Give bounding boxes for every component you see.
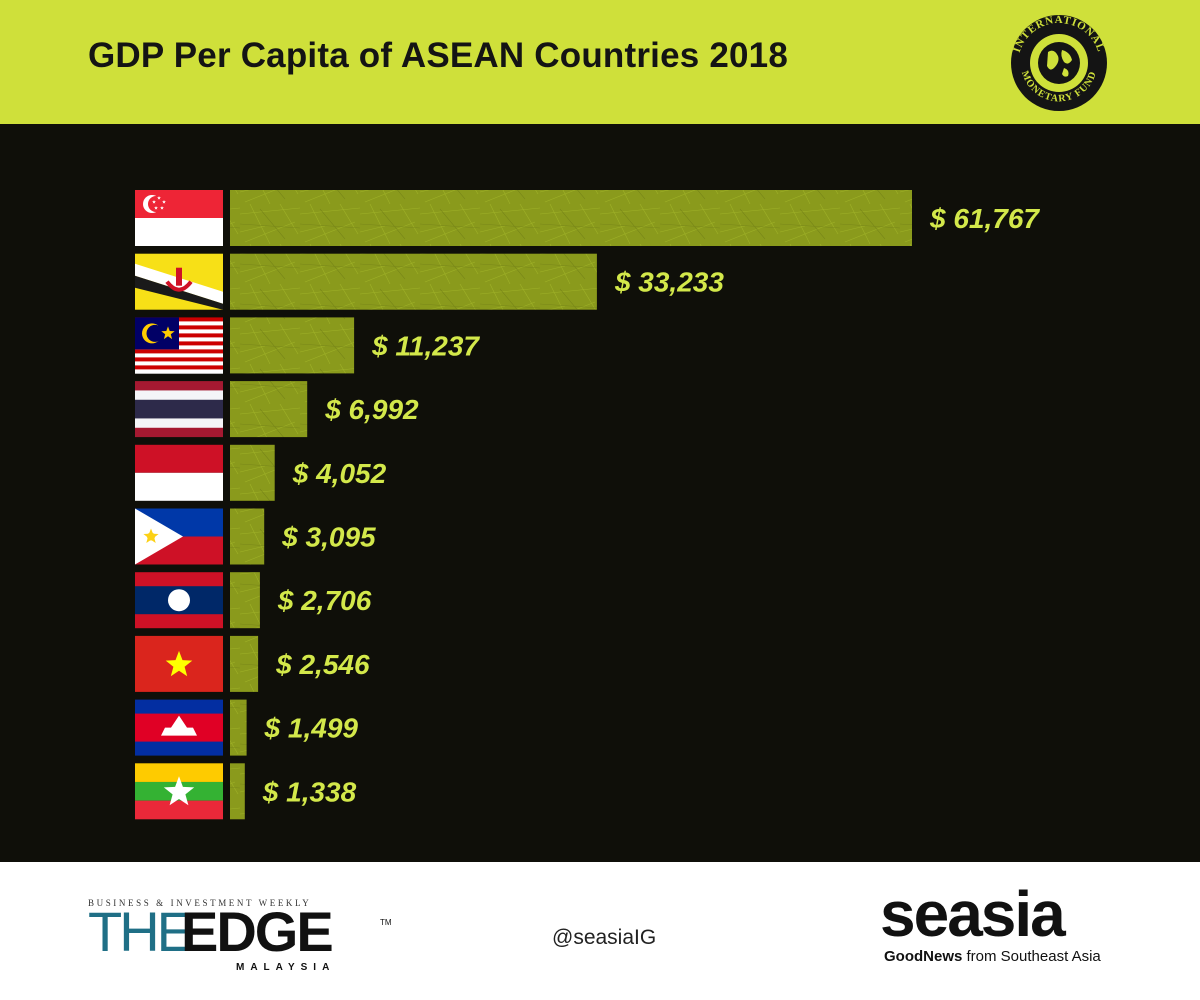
flag-laos-icon [135, 572, 223, 629]
bar-philippines [230, 508, 265, 565]
edge-logo-edge: EDGE [181, 900, 334, 963]
flag-star [157, 196, 161, 200]
value-label-malaysia: $ 11,237 [371, 330, 480, 361]
bar-indonesia [230, 444, 275, 501]
value-label-cambodia: $ 1,499 [264, 713, 359, 744]
flag-thailand-icon [135, 381, 223, 438]
footer: BUSINESS & INVESTMENT WEEKLY THE EDGE TM… [0, 862, 1200, 1000]
flag-philippines-icon [135, 508, 223, 565]
seasia-logo: seasia [880, 878, 1066, 950]
flag-star [162, 200, 166, 204]
flag-star [163, 776, 195, 806]
imf-seal-logo: INTERNATIONAL MONETARY FUND [1011, 14, 1107, 111]
value-label-myanmar: $ 1,338 [262, 776, 357, 807]
chart-title: GDP Per Capita of ASEAN Countries 2018 [88, 36, 789, 75]
bar-malaysia [230, 317, 355, 374]
value-label-laos: $ 2,706 [277, 585, 372, 616]
flag-myanmar-icon [135, 763, 223, 820]
flag-star [154, 206, 158, 210]
seasia-tag-bold: GoodNews [884, 948, 963, 965]
edge-logo-tm: TM [380, 918, 392, 927]
value-label-indonesia: $ 4,052 [292, 458, 387, 489]
flag-star [152, 200, 156, 204]
flag-malaysia-icon [135, 317, 223, 374]
flag-indonesia-icon [135, 444, 223, 501]
bar-vietnam [230, 635, 259, 692]
flag-star [161, 326, 175, 340]
bar-laos [230, 572, 260, 629]
value-label-thailand: $ 6,992 [324, 394, 419, 425]
flag-singapore-icon [135, 190, 223, 246]
edge-tagline: BUSINESS & INVESTMENT WEEKLY [88, 898, 312, 908]
flag-star [165, 650, 193, 677]
header-banner: GDP Per Capita of ASEAN Countries 2018 I… [0, 0, 1200, 124]
flag-brunei-icon [135, 253, 223, 310]
seasia-tagline: GoodNews from Southeast Asia [884, 948, 1101, 965]
edge-logo-country: MALAYSIA [236, 962, 336, 973]
bar-cambodia [230, 699, 247, 756]
flag-star [160, 206, 164, 210]
bar-singapore [230, 190, 912, 246]
value-label-brunei: $ 33,233 [614, 267, 724, 298]
social-handle: @seasiaIG [552, 926, 657, 949]
seasia-tag-rest: from Southeast Asia [962, 948, 1101, 965]
value-label-vietnam: $ 2,546 [275, 649, 370, 680]
value-label-singapore: $ 61,767 [929, 203, 1040, 234]
value-label-philippines: $ 3,095 [281, 522, 376, 553]
flag-cambodia-icon [135, 699, 223, 756]
edge-logo-the: THE [88, 900, 194, 963]
flag-column [135, 190, 223, 820]
bar-thailand [230, 381, 308, 438]
bar-myanmar [230, 763, 245, 820]
bars-group [230, 190, 912, 820]
flag-vietnam-icon [135, 635, 223, 692]
bar-chart: $ 61,767 $ 33,233 $ 11,237 $ 6,992 $ 4,052 $ … [135, 190, 1041, 820]
chart-area: $ 61,767 $ 33,233 $ 11,237 $ 6,992 $ 4,052 $ … [0, 124, 1200, 862]
bar-brunei [230, 253, 597, 310]
value-labels-group: $ 61,767 $ 33,233 $ 11,237 $ 6,992 $ 4,052 $ … [262, 203, 1041, 807]
